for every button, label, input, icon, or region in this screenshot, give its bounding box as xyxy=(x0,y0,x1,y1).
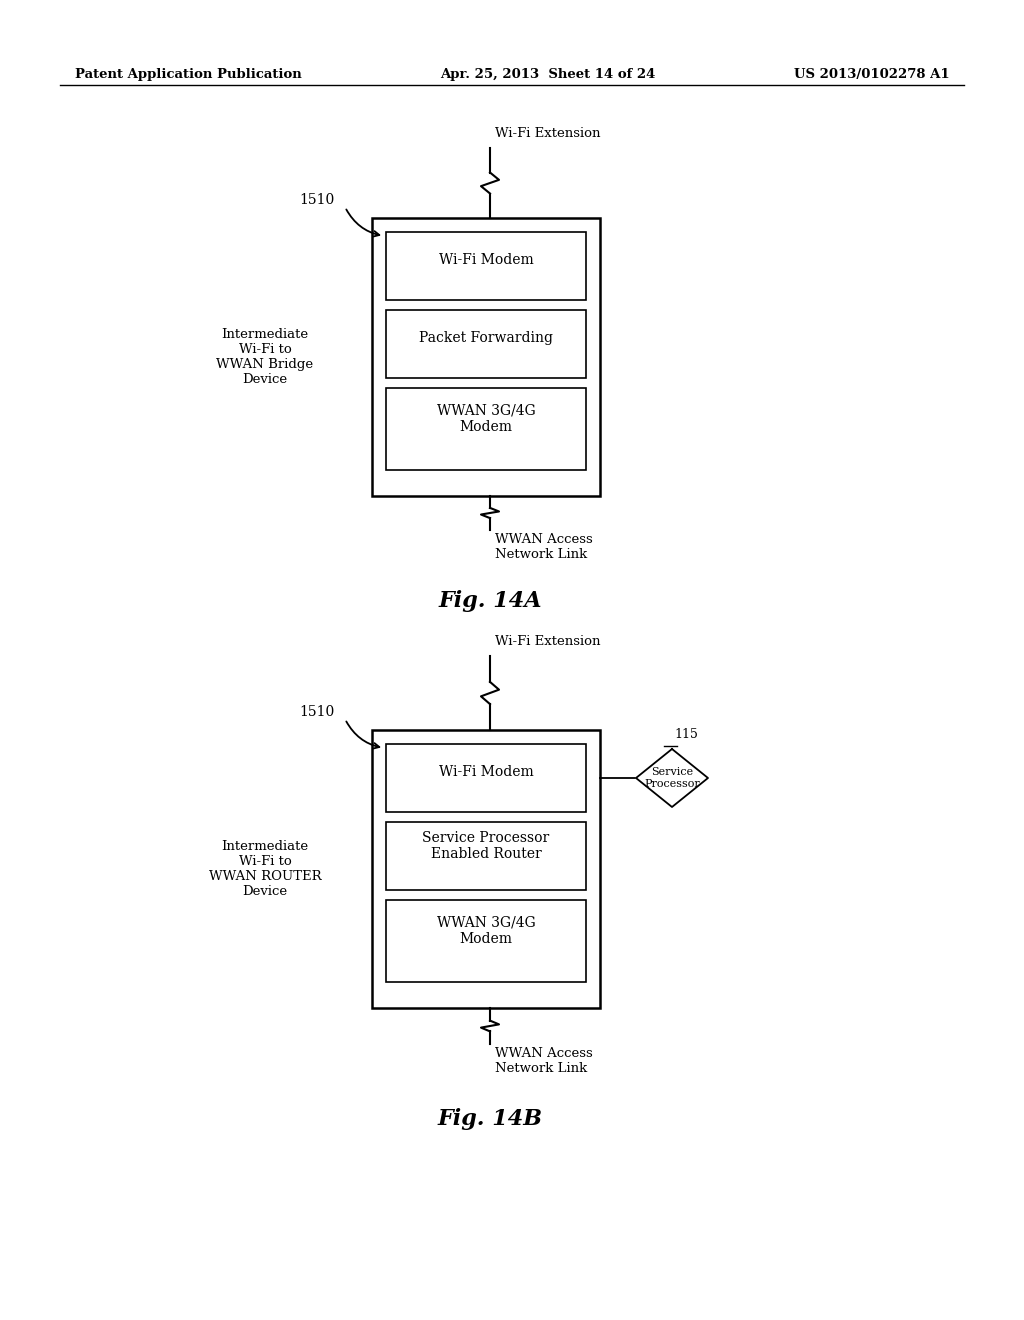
Bar xyxy=(386,310,586,378)
Text: Service Processor
Enabled Router: Service Processor Enabled Router xyxy=(422,830,550,861)
Bar xyxy=(386,744,586,812)
Bar xyxy=(386,900,586,982)
Text: Fig. 14B: Fig. 14B xyxy=(437,1107,543,1130)
Text: WWAN 3G/4G
Modem: WWAN 3G/4G Modem xyxy=(436,404,536,434)
Text: 115: 115 xyxy=(674,729,698,741)
Text: Wi-Fi Extension: Wi-Fi Extension xyxy=(495,635,600,648)
Polygon shape xyxy=(636,748,708,807)
Bar xyxy=(386,822,586,890)
Bar xyxy=(372,218,600,496)
Text: Wi-Fi Modem: Wi-Fi Modem xyxy=(438,253,534,267)
Text: Fig. 14A: Fig. 14A xyxy=(438,590,542,612)
Text: Wi-Fi Extension: Wi-Fi Extension xyxy=(495,127,600,140)
Bar xyxy=(372,730,600,1008)
Bar xyxy=(386,232,586,300)
Text: Intermediate
Wi-Fi to
WWAN Bridge
Device: Intermediate Wi-Fi to WWAN Bridge Device xyxy=(216,327,313,385)
Text: Wi-Fi Modem: Wi-Fi Modem xyxy=(438,766,534,779)
Text: Apr. 25, 2013  Sheet 14 of 24: Apr. 25, 2013 Sheet 14 of 24 xyxy=(440,69,655,81)
Text: 1510: 1510 xyxy=(300,193,335,207)
Text: WWAN Access
Network Link: WWAN Access Network Link xyxy=(495,533,593,561)
Text: Service
Processor: Service Processor xyxy=(644,767,699,789)
Text: Patent Application Publication: Patent Application Publication xyxy=(75,69,302,81)
Text: Intermediate
Wi-Fi to
WWAN ROUTER
Device: Intermediate Wi-Fi to WWAN ROUTER Device xyxy=(209,840,322,898)
Text: WWAN Access
Network Link: WWAN Access Network Link xyxy=(495,1047,593,1074)
Text: 1510: 1510 xyxy=(300,705,335,719)
Bar xyxy=(386,388,586,470)
Text: Packet Forwarding: Packet Forwarding xyxy=(419,331,553,345)
Text: US 2013/0102278 A1: US 2013/0102278 A1 xyxy=(795,69,950,81)
Text: WWAN 3G/4G
Modem: WWAN 3G/4G Modem xyxy=(436,916,536,946)
